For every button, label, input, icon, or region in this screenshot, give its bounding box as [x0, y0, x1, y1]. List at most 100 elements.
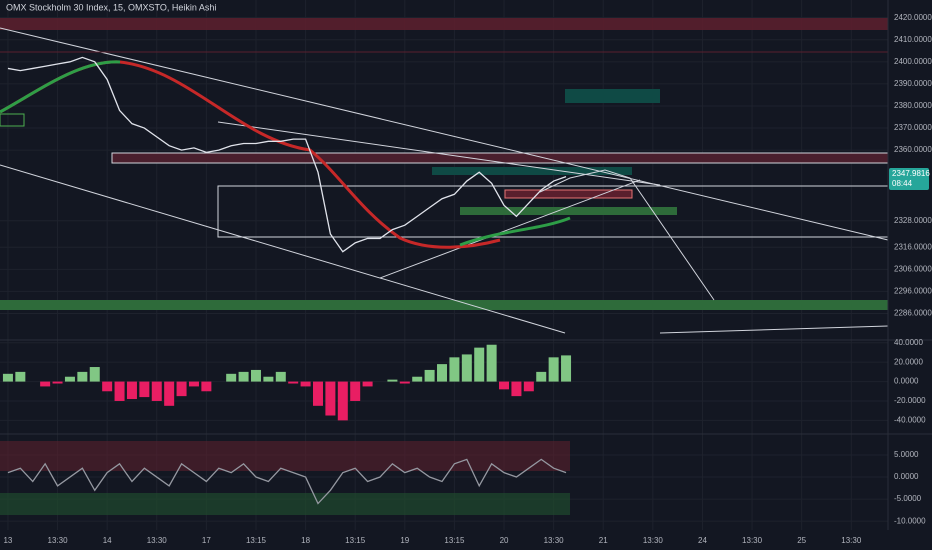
chart-title: OMX Stockholm 30 Index, 15, OMXSTO, Heik…: [6, 2, 216, 12]
series-line: [7, 458, 567, 505]
zone: [460, 207, 677, 215]
histogram-bar: [437, 364, 448, 382]
moving-average: [0, 60, 121, 114]
x-tick-label: 24: [698, 536, 707, 545]
countdown: 08:44: [892, 179, 913, 188]
x-tick-label: 13:30: [147, 536, 168, 545]
moving-average: [459, 216, 571, 247]
histogram-bar: [52, 381, 63, 384]
series-line: [7, 56, 567, 253]
y-tick-label: 0.0000: [894, 472, 919, 481]
y-tick-label: -40.0000: [894, 415, 926, 424]
trend-line: [0, 164, 566, 334]
x-tick-label: 13:15: [246, 536, 267, 545]
histogram-bar: [263, 376, 274, 382]
histogram-bar: [102, 381, 113, 392]
x-tick-label: 18: [301, 536, 310, 545]
histogram-bar: [486, 344, 497, 382]
histogram-bar: [188, 381, 199, 387]
y-tick-label: 20.0000: [894, 357, 923, 366]
y-tick-label: 2420.0000: [894, 13, 932, 22]
histogram-bar: [139, 381, 150, 398]
x-tick-label: 19: [400, 536, 409, 545]
x-tick-label: 13:15: [345, 536, 366, 545]
histogram-bar: [412, 376, 423, 382]
histogram-bar: [2, 373, 13, 382]
histogram-bar: [362, 381, 373, 387]
projection: [539, 169, 715, 301]
histogram-bar: [275, 371, 286, 382]
last-price: 2347.9816: [892, 169, 930, 178]
target-zone: [565, 89, 660, 103]
histogram-bar: [201, 381, 212, 392]
histogram-bar: [523, 381, 534, 392]
histogram-bar: [449, 357, 460, 382]
y-tick-label: -5.0000: [894, 494, 922, 503]
overbought-zone: [0, 441, 570, 471]
x-tick-label: 25: [797, 536, 806, 545]
y-tick-label: 2380.0000: [894, 101, 932, 110]
histogram-bar: [89, 367, 100, 382]
histogram-bar: [312, 381, 323, 406]
y-tick-label: 2390.0000: [894, 79, 932, 88]
y-tick-label: 2410.0000: [894, 35, 932, 44]
y-tick-label: -20.0000: [894, 396, 926, 405]
histogram-bar: [238, 371, 249, 382]
histogram-bar: [64, 376, 75, 382]
histogram-bar: [126, 381, 137, 400]
x-tick-label: 13:30: [742, 536, 763, 545]
histogram-bar: [548, 357, 559, 382]
histogram-bar: [424, 369, 435, 382]
histogram-bar: [350, 381, 361, 401]
oversold-zone: [0, 493, 570, 515]
trend-line: [379, 179, 641, 279]
histogram-bar: [399, 381, 410, 384]
histogram-bar: [511, 381, 522, 397]
trend-line: [659, 325, 889, 334]
histogram-bar: [337, 381, 348, 421]
histogram-bar: [164, 381, 175, 406]
zone: [0, 113, 25, 127]
resistance-box: [111, 152, 889, 164]
histogram-bar: [40, 381, 51, 387]
histogram-bar: [300, 381, 311, 387]
price-badge: [889, 168, 929, 190]
histogram-bar: [288, 381, 299, 384]
histogram-bar: [250, 369, 261, 382]
y-tick-label: 2286.0000: [894, 309, 932, 318]
y-tick-label: 2306.0000: [894, 264, 932, 273]
x-tick-label: 13:30: [841, 536, 862, 545]
y-tick-label: 0.0000: [894, 377, 919, 386]
histogram-bar: [15, 371, 26, 382]
x-tick-label: 14: [103, 536, 112, 545]
histogram-bar: [561, 355, 572, 382]
zone: [504, 189, 633, 199]
y-tick-label: 40.0000: [894, 338, 923, 347]
x-tick-label: 17: [202, 536, 211, 545]
x-tick-label: 13:30: [643, 536, 664, 545]
marks: 13 13:30 14 13:30 17 13:15 18 13:15 19 13:15 20 13:…: [2, 13, 932, 545]
zone: [432, 167, 632, 175]
x-tick-label: 20: [500, 536, 509, 545]
histogram-bar: [474, 347, 485, 382]
histogram-bar: [176, 381, 187, 397]
histogram-bar: [226, 373, 237, 382]
y-tick-label: 2400.0000: [894, 57, 932, 66]
histogram-bar: [536, 371, 547, 382]
x-tick-label: 13:30: [544, 536, 565, 545]
trend-line: [0, 27, 889, 241]
y-tick-label: 2360.0000: [894, 145, 932, 154]
histogram-bar: [499, 381, 510, 390]
y-tick-label: 2316.0000: [894, 242, 932, 251]
resistance-zone: [0, 18, 888, 30]
histogram-bar: [114, 381, 125, 401]
histogram-bar: [387, 379, 398, 382]
y-tick-label: 2296.0000: [894, 287, 932, 296]
x-tick-label: 13: [3, 536, 12, 545]
x-tick-label: 13:30: [48, 536, 69, 545]
histogram-bar: [325, 381, 336, 416]
histogram-bar: [151, 381, 162, 401]
x-tick-label: 13:15: [444, 536, 465, 545]
y-tick-label: 5.0000: [894, 450, 919, 459]
